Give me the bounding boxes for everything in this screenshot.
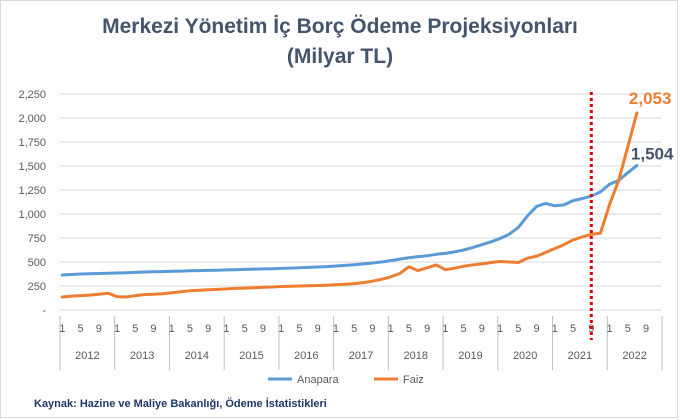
year-label: 2015	[239, 350, 263, 362]
month-tick-label: 5	[625, 323, 631, 335]
y-tick-label: 750	[28, 233, 46, 245]
month-tick-label: 9	[150, 323, 156, 335]
month-tick-label: 9	[369, 323, 375, 335]
month-tick-label: 9	[315, 323, 321, 335]
series-lines	[60, 92, 639, 340]
year-label: 2021	[568, 350, 592, 362]
legend-label-faiz: Faiz	[403, 374, 424, 386]
y-tick-label: 1,000	[18, 209, 46, 221]
month-tick-label: 1	[606, 323, 612, 335]
end-labels: 1,504 2,053	[629, 89, 674, 164]
month-tick-label: 1	[169, 323, 175, 335]
y-tick-label: 250	[28, 281, 46, 293]
month-tick-label: 1	[223, 323, 229, 335]
year-label: 2019	[458, 350, 482, 362]
month-tick-label: 5	[187, 323, 193, 335]
month-tick-label: 1	[552, 323, 558, 335]
month-tick-label: 9	[96, 323, 102, 335]
year-label: 2022	[622, 350, 646, 362]
series-line-anapara	[60, 164, 639, 277]
end-label-anapara: 1,504	[631, 145, 674, 164]
month-tick-label: 5	[406, 323, 412, 335]
year-label: 2018	[403, 350, 427, 362]
month-tick-label: 9	[424, 323, 430, 335]
month-tick-label: 9	[479, 323, 485, 335]
year-label: 2014	[185, 350, 209, 362]
month-tick-label: 5	[515, 323, 521, 335]
y-axis: - 250 500 750 1,000 1,250 1,500 1,750 2,000 2,250	[18, 89, 46, 317]
y-tick-label: 2,000	[18, 113, 46, 125]
year-label: 2020	[513, 350, 537, 362]
legend-label-anapara: Anapara	[297, 374, 339, 386]
month-tick-label: 5	[296, 323, 302, 335]
month-tick-label: 1	[333, 323, 339, 335]
month-tick-label: 9	[205, 323, 211, 335]
month-tick-label: 5	[242, 323, 248, 335]
month-tick-label: 5	[132, 323, 138, 335]
month-tick-label: 1	[497, 323, 503, 335]
month-tick-label: 9	[260, 323, 266, 335]
gridlines	[60, 93, 662, 311]
y-tick-label: 2,250	[18, 89, 46, 101]
y-tick-label: 1,500	[18, 161, 46, 173]
month-tick-label: 1	[388, 323, 394, 335]
month-tick-label: 9	[643, 323, 649, 335]
source-note: Kaynak: Hazine ve Maliye Bakanlığı, Ödem…	[34, 398, 327, 410]
year-label: 2013	[130, 350, 154, 362]
month-tick-label: 1	[278, 323, 284, 335]
y-tick-label: 1,750	[18, 137, 46, 149]
month-tick-label: 1	[114, 323, 120, 335]
month-tick-label: 9	[534, 323, 540, 335]
year-label: 2017	[349, 350, 373, 362]
y-tick-label: -	[42, 305, 46, 317]
y-tick-label: 500	[28, 257, 46, 269]
year-label: 2016	[294, 350, 318, 362]
month-tick-label: 1	[59, 323, 65, 335]
month-tick-label: 1	[442, 323, 448, 335]
month-tick-label: 5	[351, 323, 357, 335]
month-tick-label: 5	[570, 323, 576, 335]
year-label: 2012	[75, 350, 99, 362]
y-tick-label: 1,250	[18, 185, 46, 197]
chart-subtitle: (Milyar TL)	[286, 45, 394, 68]
chart-title: Merkezi Yönetim İç Borç Ödeme Projeksiyo…	[102, 15, 578, 38]
month-tick-label: 5	[461, 323, 467, 335]
month-tick-label: 5	[77, 323, 83, 335]
end-label-faiz: 2,053	[629, 89, 672, 108]
legend: Anapara Faiz	[268, 374, 424, 386]
series-line-faiz	[60, 111, 639, 299]
